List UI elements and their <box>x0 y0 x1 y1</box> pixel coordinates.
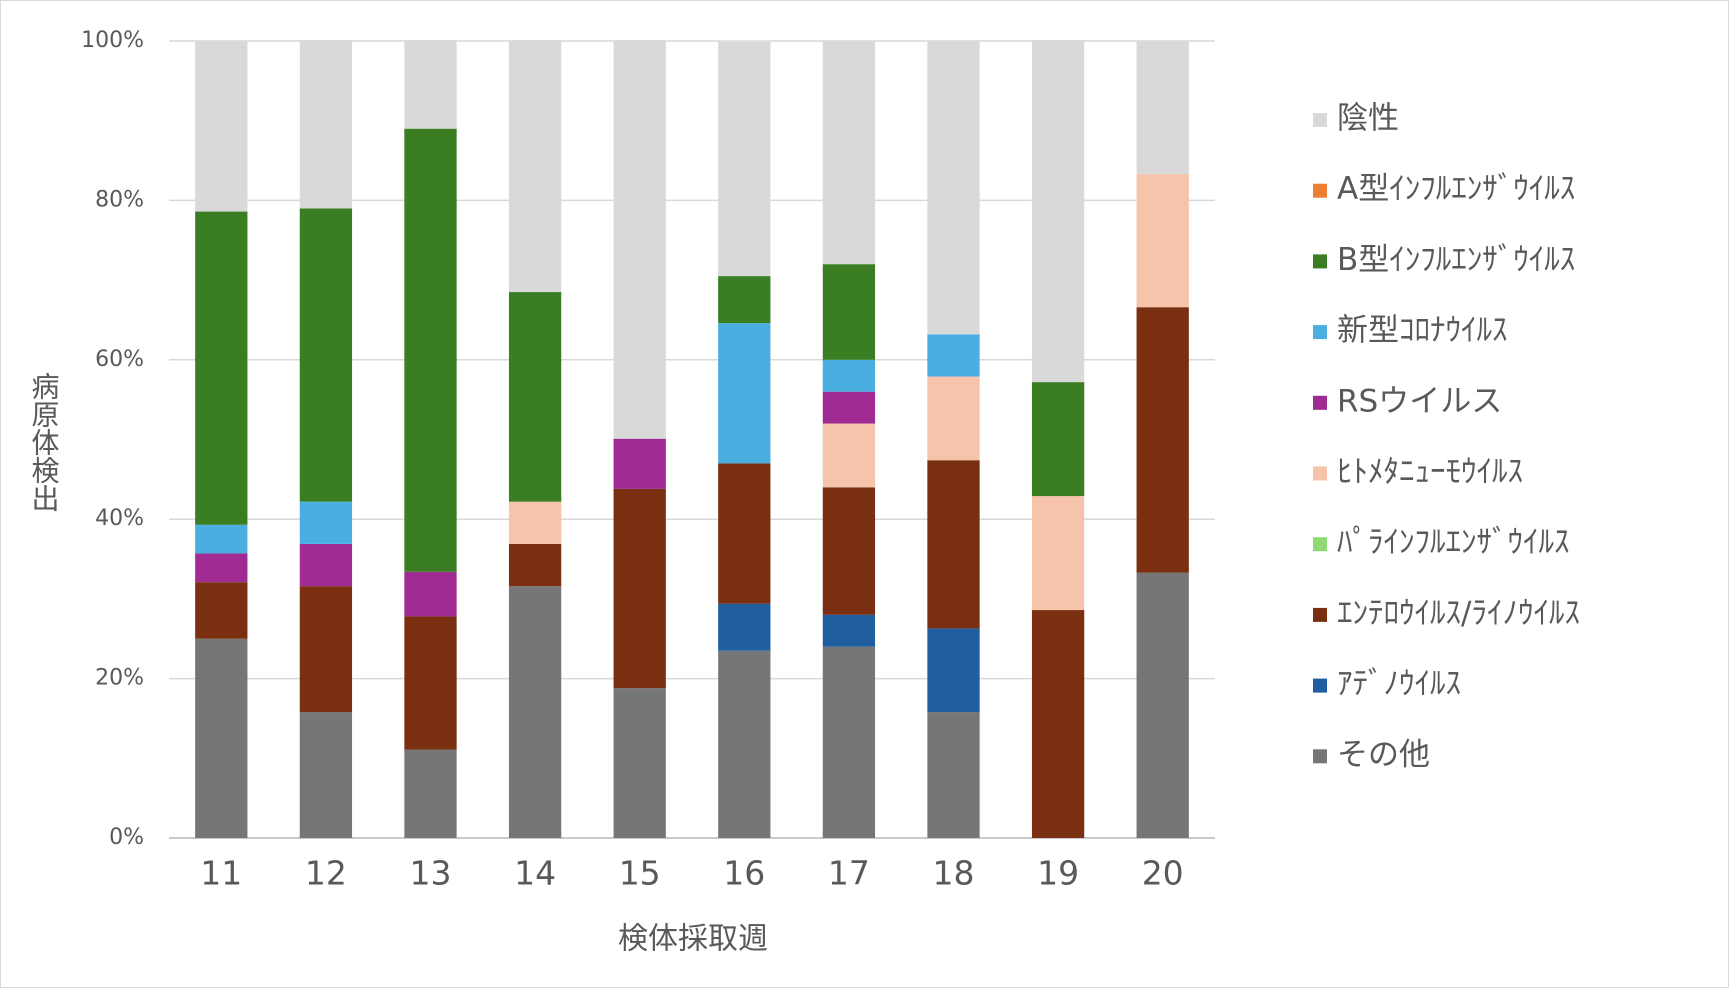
bar-segment <box>822 646 876 838</box>
legend-label: ﾋﾄﾒﾀﾆｭｰﾓｳｲﾙｽ <box>1337 454 1523 490</box>
bar-segment <box>613 40 666 439</box>
bar-segment <box>718 463 771 604</box>
y-tick-label: 0% <box>109 825 144 850</box>
bar-segment <box>1031 40 1085 383</box>
bar-segment <box>195 582 248 639</box>
bar-segment <box>195 41 248 212</box>
bar-segment <box>613 438 666 489</box>
bar-segment <box>822 359 876 392</box>
legend-swatch <box>1313 607 1327 622</box>
x-tick-label: 11 <box>200 854 242 893</box>
y-tick-label: 80% <box>95 187 144 212</box>
bar-segment <box>927 460 980 629</box>
x-axis-title: 検体採取週 <box>618 922 768 957</box>
bar-segment <box>718 603 771 651</box>
bar-segment <box>613 488 666 689</box>
bar-segment <box>404 571 457 617</box>
bar-segment <box>508 586 562 838</box>
x-tick-label: 19 <box>1037 854 1079 893</box>
bar-segment <box>822 264 876 360</box>
x-tick-label: 13 <box>410 854 452 893</box>
bar-segment <box>927 712 980 838</box>
legend-label: その他 <box>1337 737 1430 773</box>
bar-segment <box>404 616 457 750</box>
bar-segment <box>1136 41 1189 175</box>
legend-label: ﾊﾟﾗｲﾝﾌﾙｴﾝｻﾞｳｲﾙｽ <box>1337 525 1570 561</box>
bar-segment <box>718 650 771 838</box>
bar-segment <box>195 524 248 554</box>
legend-swatch <box>1313 749 1327 764</box>
bar-segment <box>299 712 353 838</box>
bar-segment <box>299 40 353 209</box>
bar-segment <box>508 501 562 544</box>
bar-segment <box>927 41 980 335</box>
bar-segment <box>718 41 771 277</box>
y-tick-label: 100% <box>81 28 144 53</box>
bar-segment <box>1136 174 1189 308</box>
legend-label: A型ｲﾝﾌﾙｴﾝｻﾞｳｲﾙｽ <box>1337 171 1575 207</box>
bar-segment <box>299 501 353 544</box>
legend-label: RSウイルス <box>1337 383 1502 419</box>
bar-segment <box>299 543 353 587</box>
x-tick-label: 15 <box>619 854 661 893</box>
bar-segment <box>508 40 562 293</box>
y-tick-label: 40% <box>95 506 144 531</box>
bar-segment <box>822 487 876 615</box>
legend-swatch <box>1313 325 1327 340</box>
bar-segment <box>927 628 980 713</box>
bar-segment <box>1031 382 1085 497</box>
bar-segment <box>1136 307 1189 573</box>
bar-segment <box>718 276 771 324</box>
bar-segment <box>1031 496 1085 611</box>
x-tick-label: 12 <box>305 854 347 893</box>
legend-label: ｱﾃﾞﾉｳｲﾙｽ <box>1337 666 1461 702</box>
bar-segment <box>195 553 248 583</box>
legend-swatch <box>1313 395 1327 410</box>
bar-segment <box>299 208 353 502</box>
bar-segment <box>195 211 248 525</box>
bar-segment <box>508 292 562 502</box>
x-tick-label: 18 <box>933 854 975 893</box>
bar-segment <box>927 334 980 377</box>
bar-segment <box>404 128 457 572</box>
x-tick-label: 20 <box>1142 854 1184 893</box>
legend-swatch <box>1313 466 1327 481</box>
x-tick-label: 16 <box>723 854 765 893</box>
legend-label: 陰性 <box>1337 101 1399 137</box>
x-tick-label: 17 <box>828 854 870 893</box>
bar-segment <box>927 376 980 461</box>
legend-swatch <box>1313 678 1327 693</box>
bar-segment <box>404 40 457 129</box>
y-axis-title: 病原体検出 <box>28 372 61 512</box>
legend-label: B型ｲﾝﾌﾙｴﾝｻﾞｳｲﾙｽ <box>1337 242 1575 278</box>
y-tick-label: 60% <box>95 347 144 372</box>
bar-segment <box>822 391 876 424</box>
legend-label: ｴﾝﾃﾛｳｲﾙｽ/ﾗｲﾉｳｲﾙｽ <box>1337 595 1580 631</box>
bar-segment <box>404 749 457 838</box>
bar-segment <box>822 41 876 265</box>
legend-swatch <box>1313 183 1327 198</box>
bar-segment <box>1136 572 1189 838</box>
bar-segment <box>718 323 771 464</box>
legend-swatch <box>1313 537 1327 552</box>
bar-segment <box>822 614 876 647</box>
legend-label: 新型ｺﾛﾅｳｲﾙｽ <box>1337 313 1508 349</box>
x-tick-label: 14 <box>514 854 556 893</box>
legend-swatch <box>1313 113 1327 127</box>
bar-segment <box>1031 610 1085 838</box>
bar-segment <box>195 638 248 838</box>
bar-segment <box>613 688 666 838</box>
y-tick-label: 20% <box>95 666 144 691</box>
bar-segment <box>299 586 353 713</box>
legend-swatch <box>1313 254 1327 269</box>
bar-segment <box>822 423 876 488</box>
bar-segment <box>508 543 562 587</box>
